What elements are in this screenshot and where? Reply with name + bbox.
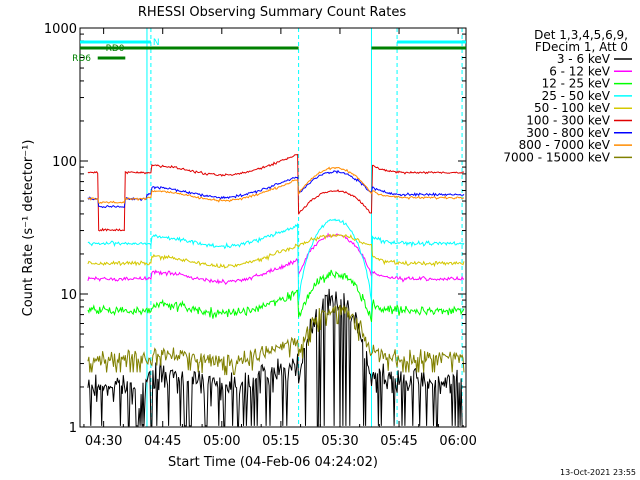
series-line [87, 218, 465, 302]
axis-layer: 04:30 04:45 05:00 05:15 05:30 05:45 06:00 1 10 10… [44, 22, 477, 449]
flag-label: RD0 [106, 44, 125, 54]
y-tick-label: 100 [52, 155, 77, 170]
legend-entry-label: 300 - 800 keV [526, 126, 610, 140]
x-tick-label: 05:00 [203, 434, 240, 449]
legend-entry-label: 12 - 25 keV [542, 77, 611, 91]
x-tick-label: 05:15 [262, 434, 299, 449]
x-tick-label: 05:30 [321, 434, 358, 449]
x-tick-label: 04:30 [85, 434, 122, 449]
x-axis-label: Start Time (04-Feb-06 04:24:02) [168, 455, 378, 470]
legend-entry-label: 6 - 12 keV [549, 64, 611, 78]
chart-title: RHESSI Observing Summary Count Rates [138, 5, 407, 20]
legend-header: FDecim 1, Att 0 [535, 40, 628, 54]
y-tick-label: 1 [69, 421, 77, 436]
legend-entry-label: 7000 - 15000 keV [503, 150, 610, 164]
series-line [87, 169, 465, 209]
x-tick-label: 06:00 [439, 434, 476, 449]
series-line [87, 232, 465, 285]
series-line [87, 166, 465, 204]
series-line [87, 288, 464, 427]
flag-label: RD6 [72, 54, 91, 64]
y-tick-label: 1000 [44, 22, 77, 37]
legend-entry-label: 25 - 50 keV [542, 89, 611, 103]
series-line [87, 269, 465, 323]
data-layer [87, 28, 465, 427]
y-axis-label: Count Rate (s⁻¹ detector⁻¹) [21, 140, 36, 317]
flag-layer: N RD0 RD6 [72, 38, 466, 64]
legend-header: Det 1,3,4,5,6,9, [534, 28, 628, 42]
plot-frame [79, 27, 467, 428]
legend: Det 1,3,4,5,6,9,FDecim 1, Att 03 - 6 keV… [503, 28, 632, 164]
series-line [87, 233, 465, 269]
x-tick-label: 05:45 [380, 434, 417, 449]
flag-label: N [153, 38, 160, 48]
y-tick-label: 10 [60, 288, 77, 303]
legend-entry-label: 50 - 100 keV [534, 101, 611, 115]
series-line [87, 304, 465, 376]
series-line [87, 153, 465, 232]
legend-entry-label: 3 - 6 keV [557, 52, 611, 66]
legend-entry-label: 100 - 300 keV [526, 114, 610, 128]
generation-timestamp: 13-Oct-2021 23:55 [560, 468, 636, 477]
legend-entry-label: 800 - 7000 keV [519, 138, 611, 152]
x-tick-label: 04:45 [144, 434, 181, 449]
